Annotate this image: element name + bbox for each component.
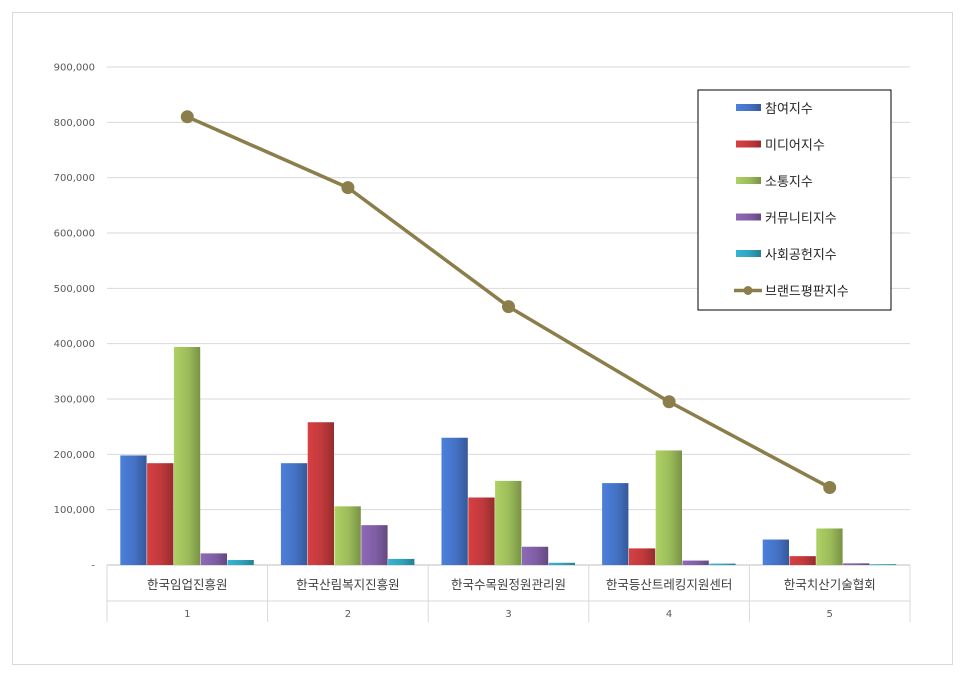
legend-swatch [736,213,761,221]
legend-label: 소통지수 [765,175,813,190]
bar-3-1 [173,346,201,565]
category-rank-label: 4 [666,609,672,620]
bar-4-1 [200,553,227,565]
y-tick-label: 700,000 [54,173,95,184]
bar-1-1 [120,455,147,565]
y-tick-label: 500,000 [54,284,95,295]
bar-1-5 [762,539,789,565]
legend-swatch [736,177,761,184]
legend-marker [743,286,753,295]
bar-5-5 [869,564,897,565]
line-point [180,110,194,124]
bar-4-4 [682,560,709,565]
category-label: 한국임업진흥원 [147,577,228,592]
category-rank-label: 5 [827,609,833,620]
y-tick-label: 300,000 [54,395,95,406]
line-point [662,395,676,409]
y-tick-label: - [91,561,95,572]
category-label: 한국치산기술협회 [784,577,876,592]
bar-2-3 [468,497,495,565]
bar-4-2 [361,525,388,565]
category-rank-label: 2 [345,609,351,620]
legend-label: 참여지수 [765,102,813,117]
y-tick-label: 900,000 [54,63,95,74]
category-label: 한국산림복지진흥원 [296,577,400,592]
y-tick-label: 100,000 [54,505,95,516]
category-label: 한국등산트레킹지원센터 [606,577,733,592]
bar-5-3 [548,562,575,565]
bar-3-3 [495,480,522,565]
y-tick-label: 200,000 [54,450,95,461]
legend-label: 미디어지수 [765,139,825,154]
legend-box [697,89,892,311]
y-tick-label: 400,000 [54,339,95,350]
line-point [502,300,515,314]
category-rank-label: 1 [184,609,190,620]
bar-1-2 [280,463,308,565]
bar-3-2 [334,506,361,565]
bar-1-4 [602,483,629,565]
bar-2-4 [628,548,656,565]
legend-label: 브랜드평판지수 [765,285,849,300]
bar-4-5 [843,563,870,565]
line-point [823,481,837,495]
bar-5-1 [227,560,254,565]
legend-swatch [736,140,761,148]
y-tick-label: 800,000 [54,118,95,129]
category-label: 한국수목원정원관리원 [451,577,566,592]
legend-label: 커뮤니티지수 [765,212,837,227]
bar-2-1 [147,463,174,565]
y-tick-label: 600,000 [54,229,95,240]
bar-4-3 [521,546,549,565]
category-rank-label: 3 [505,609,511,620]
bar-2-5 [789,556,816,565]
bar-3-5 [816,528,843,565]
legend-label: 사회공헌지수 [765,248,837,263]
bar-5-4 [709,563,736,565]
bar-3-4 [655,450,682,565]
bar-2-2 [307,422,334,565]
line-point [341,181,355,195]
legend-swatch [736,250,761,257]
legend-swatch [736,104,761,111]
bar-5-2 [388,558,415,565]
bar-1-3 [441,437,468,565]
